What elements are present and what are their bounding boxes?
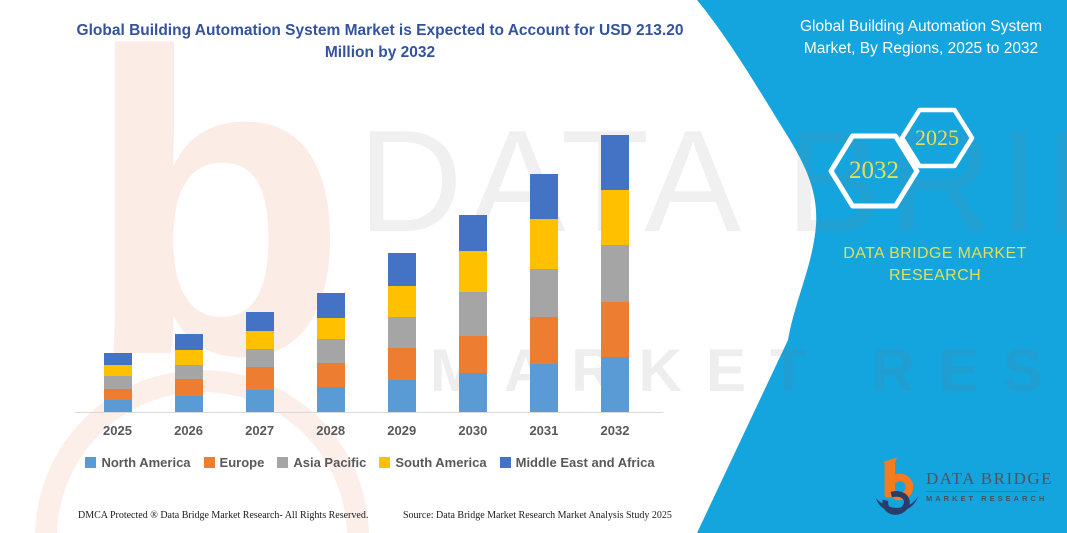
bar-2032 [600, 134, 629, 412]
x-tick-2025: 2025 [103, 423, 132, 438]
x-tick-2032: 2032 [600, 423, 630, 438]
segment-south-america [316, 318, 345, 339]
segment-europe [600, 301, 629, 357]
segment-north-america [387, 380, 416, 412]
segment-middle-east-and-africa [458, 214, 487, 252]
segment-asia-pacific [174, 364, 203, 380]
legend: North America Europe Asia Pacific South Ame… [75, 455, 665, 470]
x-tick-2027: 2027 [245, 423, 275, 438]
bar-2030 [458, 214, 487, 412]
legend-marker-europe [203, 457, 215, 468]
legend-item-south-america: South America [379, 455, 487, 470]
chart-title: Global Building Automation System Market… [76, 22, 684, 61]
segment-europe [387, 347, 416, 380]
segment-south-america [103, 364, 132, 377]
segment-middle-east-and-africa [245, 312, 274, 332]
segment-south-america [387, 286, 416, 317]
legend-marker-middle-east-and-africa [499, 457, 511, 468]
bar-2028 [316, 292, 345, 412]
legend-item-middle-east-and-africa: Middle East and Africa [499, 455, 655, 470]
segment-south-america [458, 251, 487, 292]
segment-south-america [529, 219, 558, 270]
x-tick-2026: 2026 [174, 423, 204, 438]
segment-asia-pacific [600, 244, 629, 302]
segment-north-america [103, 399, 132, 412]
segment-middle-east-and-africa [600, 134, 629, 190]
x-axis-line [75, 412, 663, 413]
segment-asia-pacific [387, 316, 416, 348]
legend-label-south-america: South America [395, 455, 487, 470]
segment-north-america [600, 356, 629, 412]
segment-asia-pacific [458, 291, 487, 337]
legend-label-middle-east-and-africa: Middle East and Africa [515, 455, 655, 470]
segment-north-america [245, 390, 274, 412]
segment-middle-east-and-africa [103, 353, 132, 365]
segment-middle-east-and-africa [387, 252, 416, 287]
segment-europe [103, 389, 132, 400]
logo-name: DATA BRIDGE [926, 469, 1054, 488]
x-tick-2031: 2031 [529, 423, 559, 438]
x-tick-2028: 2028 [316, 423, 346, 438]
logo-subtitle: MARKET RESEARCH [926, 494, 1048, 503]
segment-north-america [458, 372, 487, 412]
company-logo: DATA BRIDGE MARKET RESEARCH [876, 456, 1053, 516]
legend-label-asia-pacific: Asia Pacific [293, 455, 367, 470]
segment-middle-east-and-africa [174, 333, 203, 350]
segment-asia-pacific [103, 376, 132, 390]
legend-item-north-america: North America [85, 455, 191, 470]
legend-item-europe: Europe [203, 455, 265, 470]
legend-marker-north-america [85, 457, 97, 468]
badge-year-2025: 2025 [915, 125, 959, 150]
segment-asia-pacific [245, 349, 274, 368]
segment-europe [316, 362, 345, 388]
bar-2027 [245, 312, 274, 412]
segment-asia-pacific [529, 269, 558, 317]
panel-brand-text: DATA BRIDGE MARKET RESEARCH [843, 245, 1027, 284]
logo-text: DATA BRIDGE MARKET RESEARCH [926, 469, 1053, 503]
legend-label-north-america: North America [101, 455, 191, 470]
bar-2026 [174, 333, 203, 412]
legend-item-asia-pacific: Asia Pacific [277, 455, 366, 470]
bar-2029 [387, 252, 416, 412]
logo-d-loop [882, 491, 910, 515]
logo-divider [926, 491, 1038, 492]
x-tick-2029: 2029 [387, 423, 417, 438]
plot-area [75, 130, 665, 413]
segment-europe [458, 336, 487, 373]
bar-2025 [103, 353, 132, 412]
segment-europe [174, 379, 203, 397]
segment-europe [529, 316, 558, 365]
logo-b-icon [876, 457, 918, 515]
footer-source-text: Source: Data Bridge Market Research Mark… [403, 510, 672, 521]
bar-2031 [529, 173, 558, 412]
panel-heading: Global Building Automation System Market… [799, 18, 1043, 57]
blue-panel-path [697, 0, 1067, 533]
x-axis-labels: 2025 2026 2027 2028 2029 2030 2031 2032 [75, 423, 665, 443]
segment-asia-pacific [316, 338, 345, 363]
legend-marker-south-america [379, 457, 391, 468]
badge-year-2032: 2032 [849, 157, 899, 184]
segment-middle-east-and-africa [529, 173, 558, 220]
legend-label-europe: Europe [219, 455, 265, 470]
segment-north-america [529, 364, 558, 412]
segment-south-america [245, 331, 274, 350]
watermark-b-glyph: b [85, 0, 348, 445]
x-tick-2030: 2030 [458, 423, 488, 438]
footer-dmca-text: DMCA Protected ® Data Bridge Market Rese… [78, 510, 369, 521]
segment-south-america [174, 349, 203, 365]
segment-europe [245, 367, 274, 391]
segment-north-america [174, 396, 203, 412]
segment-south-america [600, 189, 629, 245]
segment-north-america [316, 387, 345, 412]
legend-marker-asia-pacific [277, 457, 289, 468]
segment-middle-east-and-africa [316, 292, 345, 319]
